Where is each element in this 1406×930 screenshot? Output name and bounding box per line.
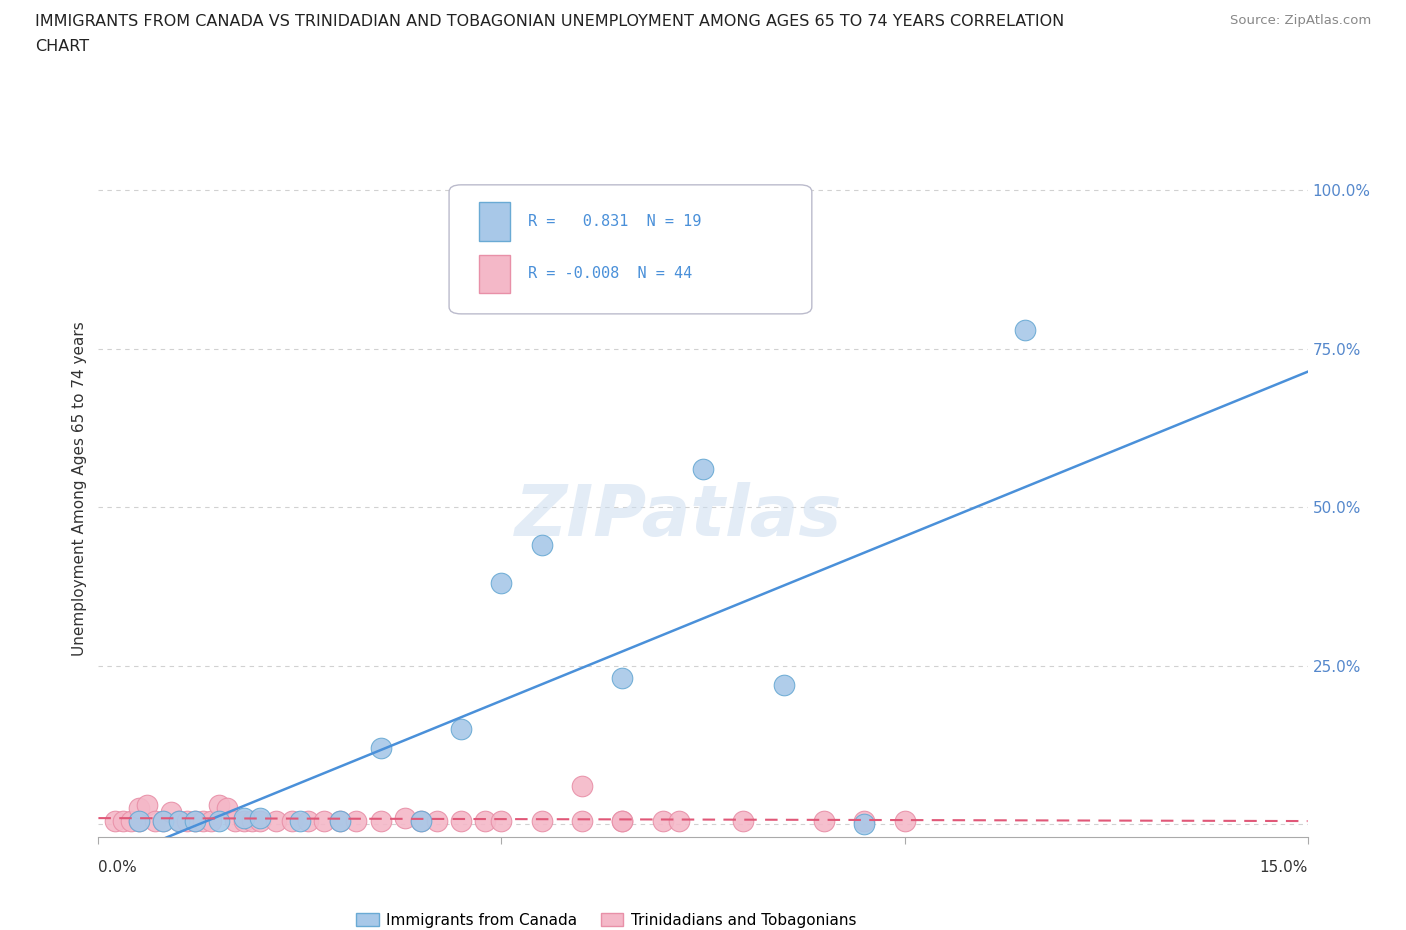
Point: [232, 814, 254, 829]
Point: [394, 811, 416, 826]
Text: 0.0%: 0.0%: [98, 860, 138, 875]
Point: [692, 462, 714, 477]
Bar: [479, 203, 509, 241]
Text: Source: ZipAtlas.com: Source: ZipAtlas.com: [1230, 14, 1371, 27]
Point: [111, 814, 134, 829]
Point: [128, 814, 150, 829]
Point: [297, 814, 319, 829]
Point: [813, 814, 835, 829]
Point: [530, 538, 553, 552]
Point: [370, 814, 392, 829]
Point: [184, 814, 207, 829]
Point: [200, 814, 222, 829]
Point: [612, 814, 634, 829]
Point: [450, 722, 472, 737]
Point: [612, 671, 634, 686]
Point: [409, 814, 432, 829]
Point: [128, 801, 150, 816]
Point: [853, 817, 876, 831]
Point: [249, 811, 271, 826]
Text: R =   0.831  N = 19: R = 0.831 N = 19: [527, 214, 702, 229]
Point: [208, 798, 231, 813]
Point: [571, 814, 593, 829]
Bar: [479, 255, 509, 293]
Point: [329, 814, 352, 829]
Point: [193, 814, 215, 829]
Point: [853, 814, 876, 829]
Point: [217, 801, 239, 816]
Text: CHART: CHART: [35, 39, 89, 54]
Point: [344, 814, 367, 829]
Point: [491, 576, 513, 591]
Point: [208, 814, 231, 829]
Point: [450, 814, 472, 829]
Point: [128, 814, 150, 829]
Text: R = -0.008  N = 44: R = -0.008 N = 44: [527, 266, 692, 281]
Point: [1014, 323, 1036, 338]
Point: [184, 814, 207, 829]
FancyBboxPatch shape: [449, 185, 811, 314]
Point: [152, 814, 174, 829]
Text: IMMIGRANTS FROM CANADA VS TRINIDADIAN AND TOBAGONIAN UNEMPLOYMENT AMONG AGES 65 : IMMIGRANTS FROM CANADA VS TRINIDADIAN AN…: [35, 14, 1064, 29]
Legend: Immigrants from Canada, Trinidadians and Tobagonians: Immigrants from Canada, Trinidadians and…: [350, 907, 863, 930]
Point: [409, 814, 432, 829]
Point: [530, 814, 553, 829]
Point: [571, 778, 593, 793]
Point: [176, 814, 198, 829]
Text: ZIPatlas: ZIPatlas: [515, 482, 842, 551]
Point: [370, 741, 392, 756]
Point: [120, 814, 142, 829]
Point: [733, 814, 755, 829]
Point: [491, 814, 513, 829]
Point: [426, 814, 449, 829]
Point: [167, 814, 190, 829]
Point: [135, 798, 157, 813]
Point: [240, 814, 263, 829]
Point: [232, 811, 254, 826]
Point: [288, 814, 311, 829]
Point: [143, 814, 166, 829]
Point: [264, 814, 287, 829]
Point: [314, 814, 336, 829]
Y-axis label: Unemployment Among Ages 65 to 74 years: Unemployment Among Ages 65 to 74 years: [72, 321, 87, 656]
Point: [281, 814, 304, 829]
Point: [167, 814, 190, 829]
Point: [651, 814, 673, 829]
Point: [612, 814, 634, 829]
Point: [772, 677, 794, 692]
Point: [249, 814, 271, 829]
Text: 15.0%: 15.0%: [1260, 860, 1308, 875]
Point: [224, 814, 246, 829]
Point: [329, 814, 352, 829]
Point: [668, 814, 690, 829]
Point: [103, 814, 125, 829]
Point: [893, 814, 915, 829]
Point: [474, 814, 496, 829]
Point: [152, 814, 174, 829]
Point: [160, 804, 183, 819]
